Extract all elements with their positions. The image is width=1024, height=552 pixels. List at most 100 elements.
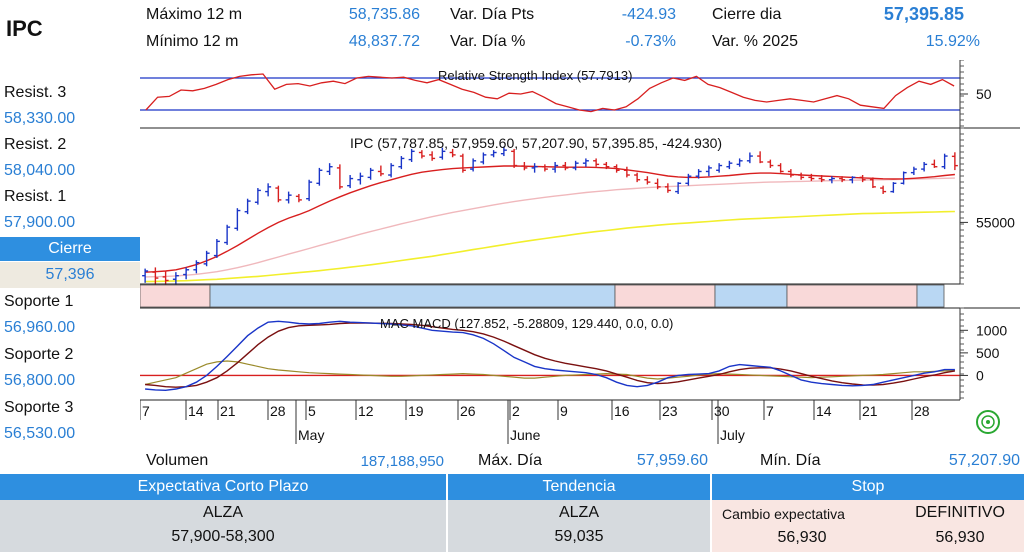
date-tick-label: 7: [766, 403, 774, 419]
stop-header: Stop: [712, 474, 1024, 500]
trend-band-strip: [140, 284, 945, 308]
stop-cambio-value: 56,930: [777, 529, 827, 546]
rsi-background: [140, 60, 960, 128]
price-bar: [859, 175, 866, 183]
price-bar: [224, 224, 231, 245]
price-bar: [357, 172, 364, 185]
price-bar: [726, 160, 733, 170]
date-tick-label: 16: [614, 403, 630, 419]
rsi-title: Relative Strength Index (57.7913): [438, 68, 632, 83]
price-bar: [408, 148, 415, 162]
resist2-label: Resist. 2: [4, 136, 67, 153]
price-bar: [757, 151, 764, 164]
rsi-tick-label: 50: [976, 86, 992, 102]
price-bar: [767, 159, 774, 168]
min-dia-value: 57,207.90: [948, 452, 1020, 469]
var2025-label: Var. % 2025: [712, 33, 798, 50]
expectativa-direction: ALZA: [202, 504, 243, 521]
date-tick-label: 19: [408, 403, 424, 419]
var-pct-value: -0.73%: [625, 33, 676, 50]
resist1-label: Resist. 1: [4, 188, 67, 205]
price-bar: [377, 165, 384, 177]
resist2-value: 58,040.00: [4, 162, 76, 179]
price-bar: [193, 260, 200, 274]
expectativa-range: 57,900-58,300: [171, 528, 275, 545]
var-pts-label: Var. Día Pts: [450, 6, 535, 23]
expectativa-cell: ALZA 57,900-58,300: [0, 500, 446, 552]
price-bar: [828, 176, 835, 184]
price-bar: [613, 164, 620, 173]
price-bar: [490, 150, 497, 158]
price-bar: [418, 150, 425, 159]
price-bar: [295, 193, 302, 203]
min12-value: 48,837.72: [348, 33, 420, 50]
price-bar: [521, 161, 528, 171]
date-tick-label: 21: [220, 403, 236, 419]
price-bar: [880, 185, 887, 194]
price-bar: [388, 163, 395, 178]
max-dia-label: Máx. Día: [478, 452, 543, 469]
resist3-label: Resist. 3: [4, 84, 67, 101]
date-axis: 7 14 21 28 5 12 19 26 2 9 16 23 30 7 14 21 28 May June July: [140, 400, 930, 444]
soporte3-label: Soporte 3: [4, 399, 74, 416]
macd-panel: 1000 500 0: [140, 307, 1020, 401]
resist1-value: 57,900.00: [4, 214, 76, 231]
price-bar: [746, 152, 753, 164]
price-bar: [664, 183, 671, 193]
price-bar: [500, 146, 507, 157]
price-bar: [582, 158, 589, 167]
price-bar: [459, 153, 466, 173]
price-bar: [787, 169, 794, 178]
trend-band: [786, 284, 918, 308]
cierre-header: Cierre: [0, 237, 140, 261]
price-panel: 55000: [140, 127, 1015, 289]
date-tick-label: 12: [358, 403, 374, 419]
price-bar: [849, 176, 856, 184]
price-bar: [890, 182, 897, 193]
tendencia-cell: ALZA 59,035: [448, 500, 710, 552]
soporte2-value: 56,800.00: [4, 372, 76, 389]
month-label: June: [510, 427, 541, 443]
price-bar: [900, 171, 907, 185]
price-bar: [839, 176, 846, 183]
price-bar: [921, 161, 928, 172]
page-title: IPC: [6, 16, 43, 41]
price-bar: [808, 173, 815, 181]
price-bar: [306, 179, 313, 202]
max-dia-value: 57,959.60: [636, 452, 708, 469]
macd-tick-label: 500: [976, 345, 1000, 361]
price-bar: [951, 152, 958, 171]
rsi-line: [145, 73, 955, 113]
price-bar: [541, 164, 548, 172]
var-pts-value: -424.93: [621, 6, 676, 23]
expectativa-header: Expectativa Corto Plazo: [0, 474, 446, 500]
date-tick-label: 14: [188, 403, 204, 419]
var-pct-label: Var. Día %: [450, 33, 526, 50]
macd-tick-label: 1000: [976, 322, 1007, 338]
volumen-label: Volumen: [146, 452, 209, 469]
date-tick-label: 21: [862, 403, 878, 419]
price-bar: [203, 250, 210, 267]
date-tick-label: 30: [714, 403, 730, 419]
price-bar: [644, 176, 651, 185]
min-dia-label: Mín. Día: [760, 452, 821, 469]
price-bar: [941, 153, 948, 170]
tendencia-header: Tendencia: [448, 474, 710, 500]
price-bar: [777, 163, 784, 173]
tendencia-value: 59,035: [554, 528, 604, 545]
tendencia-direction: ALZA: [558, 504, 599, 521]
date-tick-label: 7: [142, 403, 150, 419]
max12-label: Máximo 12 m: [146, 6, 243, 23]
macd-line: [145, 320, 955, 392]
soporte2-label: Soporte 2: [4, 346, 74, 363]
date-tick-label: 28: [914, 403, 930, 419]
cierre-dia-value: 57,395.85: [883, 4, 964, 24]
trend-band: [614, 284, 716, 308]
trend-band: [714, 284, 788, 308]
price-bar: [603, 161, 610, 170]
soporte1-label: Soporte 1: [4, 293, 74, 310]
trend-band: [916, 284, 945, 308]
ma-mid-line: [145, 177, 955, 278]
price-tick-label: 55000: [976, 214, 1015, 230]
price-bar: [593, 158, 600, 167]
